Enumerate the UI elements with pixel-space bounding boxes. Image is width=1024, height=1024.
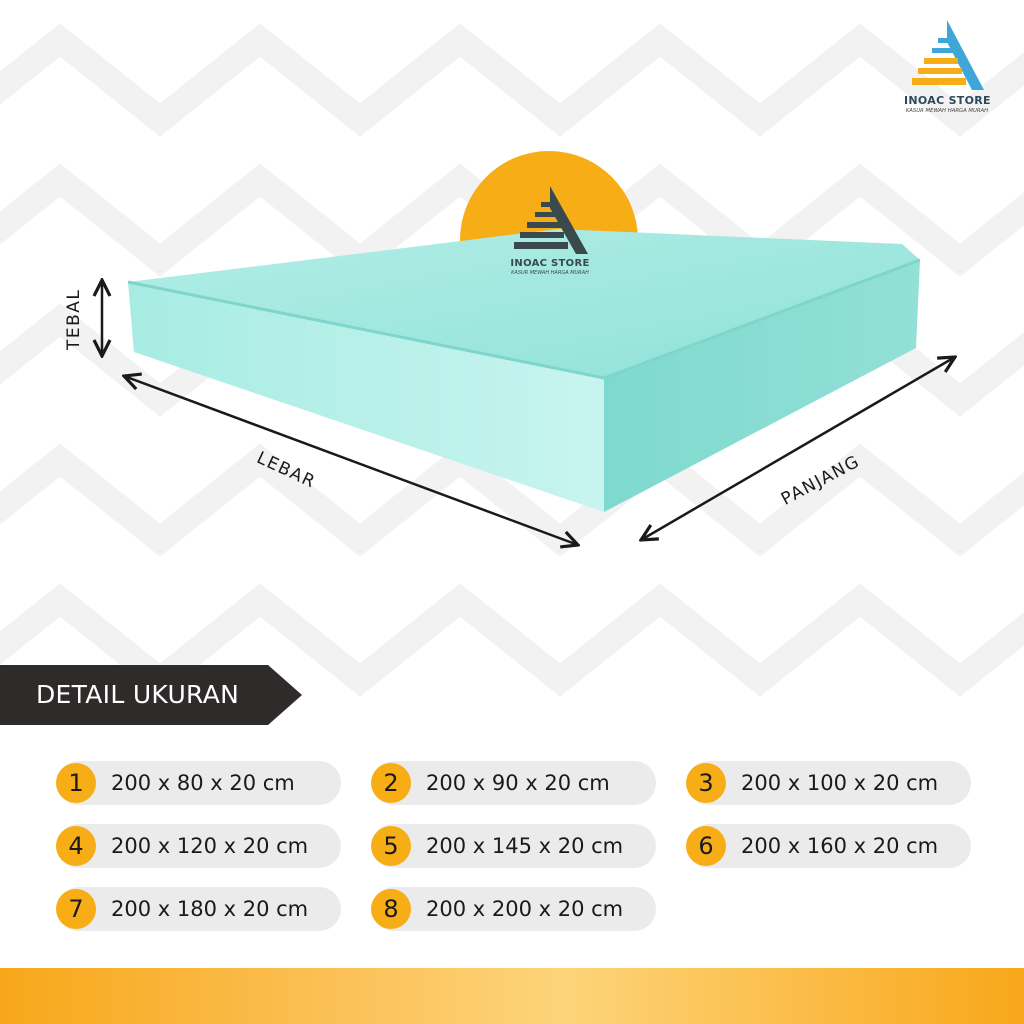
brand-tagline: KASUR MEWAH HARGA MURAH	[905, 108, 989, 114]
size-number-badge: 4	[56, 826, 96, 866]
size-item: 5 200 x 145 x 20 cm	[371, 824, 656, 868]
length-arrow	[641, 357, 955, 540]
size-label: 200 x 90 x 20 cm	[426, 771, 610, 795]
size-label: 200 x 200 x 20 cm	[426, 897, 624, 921]
label-tebal: TEBAL	[64, 288, 84, 350]
size-label: 200 x 160 x 20 cm	[741, 834, 939, 858]
pyramid-logo-icon	[912, 20, 984, 90]
mattress-logo-name: INOAC STORE	[510, 258, 590, 269]
mattress-top-face	[128, 229, 920, 378]
mattress-illustration	[0, 229, 1024, 620]
width-arrow	[124, 376, 578, 545]
size-item: 3 200 x 100 x 20 cm	[686, 761, 971, 805]
size-item: 7 200 x 180 x 20 cm	[56, 887, 341, 931]
size-item: 4 200 x 120 x 20 cm	[56, 824, 341, 868]
size-label: 200 x 145 x 20 cm	[426, 834, 624, 858]
size-number-badge: 5	[371, 826, 411, 866]
mattress-logo: INOAC STORE KASUR MEWAH HARGA MURAH	[500, 186, 600, 276]
size-item: 8 200 x 200 x 20 cm	[371, 887, 656, 931]
section-banner: DETAIL UKURAN	[0, 665, 302, 725]
brand-logo: INOAC STORE KASUR MEWAH HARGA MURAH	[904, 20, 991, 120]
size-item: 2 200 x 90 x 20 cm	[371, 761, 656, 805]
size-number-badge: 2	[371, 763, 411, 803]
size-number-badge: 1	[56, 763, 96, 803]
size-number-badge: 6	[686, 826, 726, 866]
size-number-badge: 8	[371, 889, 411, 929]
size-label: 200 x 120 x 20 cm	[111, 834, 309, 858]
size-label: 200 x 180 x 20 cm	[111, 897, 309, 921]
section-title: DETAIL UKURAN	[36, 680, 240, 709]
size-number-badge: 7	[56, 889, 96, 929]
size-item: 6 200 x 160 x 20 cm	[686, 824, 971, 868]
mattress-logo-tagline: KASUR MEWAH HARGA MURAH	[511, 270, 589, 276]
pyramid-logo-icon	[514, 186, 588, 254]
size-label: 200 x 80 x 20 cm	[111, 771, 295, 795]
footer-bar	[0, 968, 1024, 1024]
size-item: 1 200 x 80 x 20 cm	[56, 761, 341, 805]
size-number-badge: 3	[686, 763, 726, 803]
size-label: 200 x 100 x 20 cm	[741, 771, 939, 795]
brand-name: INOAC STORE	[904, 94, 991, 107]
